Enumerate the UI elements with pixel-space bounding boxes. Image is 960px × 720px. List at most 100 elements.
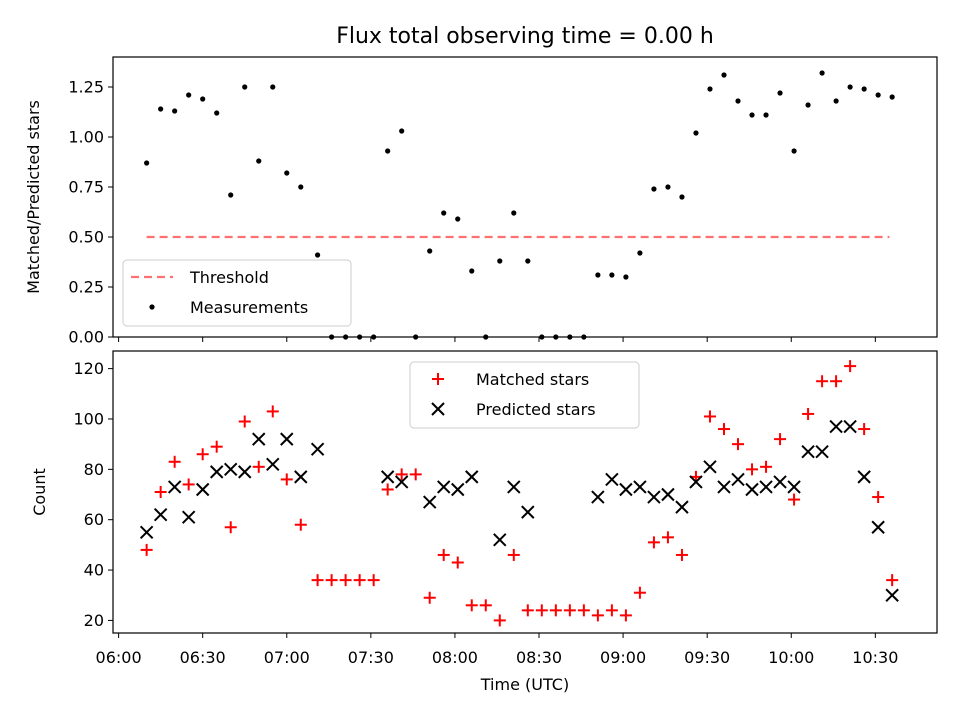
predicted-star-point xyxy=(759,480,773,494)
predicted-star-stroke-b xyxy=(633,480,647,494)
predicted-star-stroke-b xyxy=(380,470,395,484)
x-tick-label: 10:00 xyxy=(768,648,814,667)
measurement-point xyxy=(158,106,164,112)
matched-star-point xyxy=(507,548,520,561)
predicted-star-stroke-b xyxy=(139,525,154,539)
predicted-star-stroke-b xyxy=(787,480,801,494)
predicted-star-point xyxy=(857,470,871,484)
predicted-star-point xyxy=(167,480,182,494)
measurement-point xyxy=(298,184,304,190)
predicted-star-stroke-b xyxy=(731,472,745,487)
predicted-star-point xyxy=(423,495,437,509)
matched-star-point xyxy=(451,556,464,569)
measurement-point xyxy=(497,258,503,264)
predicted-star-point xyxy=(605,472,619,487)
matched-star-point xyxy=(266,405,279,418)
matched-star-point xyxy=(717,423,730,436)
predicted-star-point xyxy=(829,419,843,434)
matched-star-point xyxy=(647,536,660,549)
predicted-star-point xyxy=(689,475,703,489)
predicted-star-point xyxy=(633,480,647,494)
matched-star-point xyxy=(774,433,787,446)
measurement-point xyxy=(228,192,234,198)
bottom-legend-box xyxy=(409,361,640,429)
predicted-star-point xyxy=(661,487,675,502)
measurement-point xyxy=(399,128,405,134)
x-tick-label: 09:00 xyxy=(600,648,646,667)
matched-star-point xyxy=(168,455,181,468)
matched-star-point xyxy=(196,448,209,461)
predicted-star-stroke-b xyxy=(394,475,409,489)
bottom-y-tick-label: 60 xyxy=(84,510,104,529)
predicted-star-stroke-b xyxy=(310,442,325,456)
matched-star-point xyxy=(675,548,688,561)
measurement-point xyxy=(242,84,248,90)
predicted-star-point xyxy=(591,490,605,504)
legend-threshold-label: Threshold xyxy=(189,268,269,287)
top-y-tick-label: 0.00 xyxy=(68,328,104,347)
predicted-star-stroke-b xyxy=(815,445,829,459)
predicted-star-point xyxy=(181,510,196,524)
predicted-star-point xyxy=(238,465,252,479)
predicted-star-point xyxy=(294,470,308,484)
matched-star-point xyxy=(535,604,548,617)
matched-star-point xyxy=(858,423,871,436)
predicted-star-stroke-b xyxy=(759,480,773,494)
predicted-star-point xyxy=(437,480,451,494)
predicted-star-stroke-b xyxy=(647,490,661,504)
predicted-star-point xyxy=(675,500,689,514)
predicted-star-point xyxy=(773,475,787,489)
measurement-point xyxy=(763,112,769,118)
measurement-point xyxy=(270,84,276,90)
measurement-point xyxy=(707,86,713,92)
predicted-star-stroke-b xyxy=(605,472,619,487)
predicted-star-stroke-b xyxy=(167,480,182,494)
predicted-star-stroke-b xyxy=(252,432,266,446)
matched-star-point xyxy=(577,604,590,617)
legend-predicted-swatch xyxy=(431,402,445,416)
matched-star-point xyxy=(661,531,674,544)
predicted-star-stroke-b xyxy=(843,419,857,434)
predicted-star-stroke-b xyxy=(451,482,465,497)
bottom-y-tick-label: 80 xyxy=(84,460,104,479)
measurement-point xyxy=(256,158,262,164)
measurement-point xyxy=(693,130,699,136)
chart-title: Flux total observing time = 0.00 h xyxy=(336,24,714,49)
matched-star-point xyxy=(788,493,801,506)
predicted-star-point xyxy=(252,432,266,446)
matched-star-point xyxy=(409,468,422,481)
predicted-star-stroke-b xyxy=(209,465,224,479)
measurement-point xyxy=(847,84,853,90)
predicted-star-point xyxy=(394,475,409,489)
measurement-point xyxy=(861,86,867,92)
measurement-point xyxy=(455,216,461,222)
matched-star-point xyxy=(395,468,408,481)
x-tick-label: 07:30 xyxy=(348,648,394,667)
predicted-star-stroke-b xyxy=(871,520,885,534)
predicted-star-stroke-b xyxy=(801,445,815,459)
predicted-star-stroke-b xyxy=(661,487,675,502)
matched-star-point xyxy=(872,491,885,504)
predicted-star-point xyxy=(266,457,280,472)
measurement-point xyxy=(385,148,391,154)
top-y-tick-label: 1.25 xyxy=(68,78,104,97)
bottom-panel: 20 40 60 80 100 120 06:00 06:30 07:00 07:30 08:00… xyxy=(30,350,938,694)
measurement-point xyxy=(889,94,895,100)
top-legend-box xyxy=(122,259,352,327)
predicted-star-point xyxy=(647,490,661,504)
measurement-point xyxy=(735,98,741,104)
measurement-point xyxy=(186,92,192,98)
bottom-legend: Matched stars Predicted stars xyxy=(409,361,640,429)
measurement-point xyxy=(819,70,825,76)
matched-star-point xyxy=(182,478,195,491)
measurement-point xyxy=(441,210,447,216)
predicted-star-stroke-b xyxy=(437,480,451,494)
matched-star-point xyxy=(210,440,223,453)
measurement-point xyxy=(525,258,531,264)
measurement-point xyxy=(511,210,517,216)
measurement-point xyxy=(637,250,643,256)
matched-star-point xyxy=(703,410,716,423)
predicted-star-point xyxy=(310,442,325,456)
measurement-point xyxy=(609,272,615,278)
